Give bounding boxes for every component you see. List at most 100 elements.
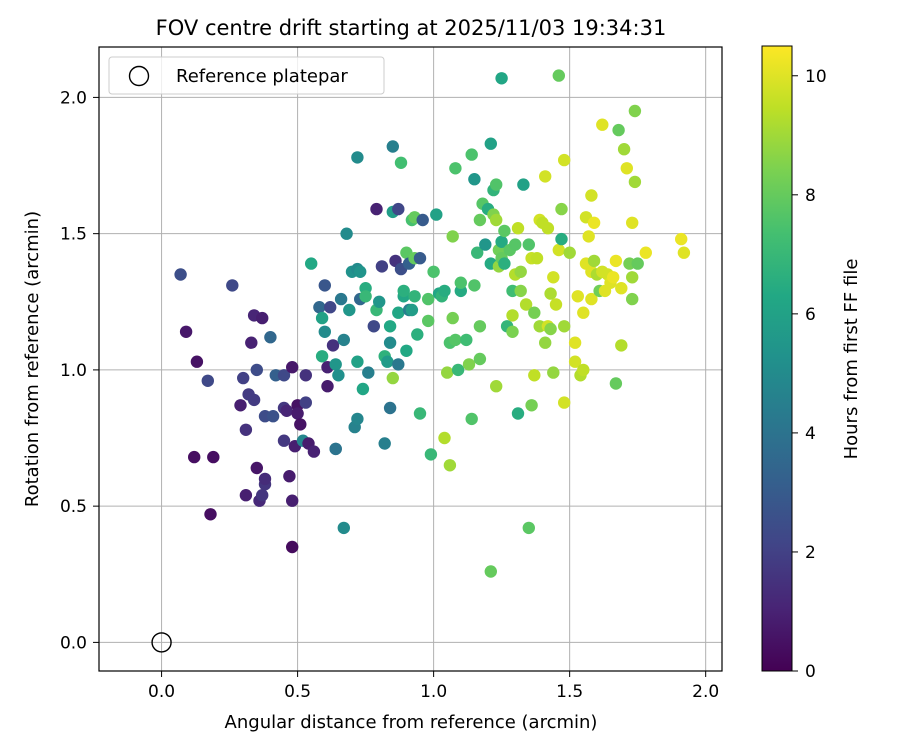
data-point [424, 448, 438, 461]
data-point [549, 298, 563, 311]
data-point [495, 235, 508, 248]
data-point [381, 355, 394, 368]
data-point [462, 358, 476, 371]
data-point [351, 151, 364, 164]
data-point [587, 216, 601, 229]
data-point [449, 162, 462, 175]
data-point [329, 358, 342, 371]
data-point [441, 366, 454, 379]
data-point [473, 352, 487, 366]
data-point [617, 143, 631, 156]
data-point [266, 410, 280, 423]
data-point [247, 393, 261, 407]
data-point [609, 377, 623, 390]
data-point [552, 69, 565, 82]
data-point [351, 412, 364, 426]
data-point [201, 374, 214, 387]
data-point [571, 290, 584, 303]
data-point [454, 276, 467, 289]
data-point [207, 450, 220, 464]
data-point [587, 254, 601, 268]
data-point [511, 407, 525, 420]
data-point [383, 336, 397, 349]
data-point [509, 238, 522, 251]
data-point [392, 202, 405, 216]
data-point [528, 306, 541, 319]
data-point [283, 470, 296, 483]
data-point [484, 137, 497, 150]
data-point [321, 380, 334, 393]
data-point [628, 104, 642, 118]
data-point [324, 301, 337, 314]
data-point [337, 521, 350, 535]
data-point [256, 489, 269, 502]
data-point [299, 396, 312, 409]
data-point [585, 189, 598, 202]
data-point [226, 279, 239, 292]
x-tick-label: 1.5 [556, 682, 583, 702]
data-point [506, 309, 519, 322]
y-tick-label: 0.0 [60, 633, 87, 653]
data-point [465, 148, 478, 161]
data-point [383, 401, 397, 415]
data-points [174, 69, 691, 578]
data-point [471, 246, 484, 259]
data-point [547, 271, 560, 284]
data-point [451, 363, 465, 377]
data-point [318, 279, 331, 292]
data-point [294, 418, 307, 431]
plot-frame [98, 46, 723, 672]
data-point [397, 284, 410, 298]
data-point [628, 175, 642, 189]
data-point [612, 123, 625, 137]
legend-label: Reference platepar [176, 66, 348, 87]
data-point [626, 271, 639, 284]
data-point [468, 279, 481, 292]
y-tick-label: 2.0 [60, 88, 87, 108]
data-point [555, 202, 568, 216]
data-point [375, 260, 389, 273]
data-point [443, 459, 457, 472]
data-point [383, 320, 397, 333]
data-point [539, 336, 552, 349]
data-point [386, 371, 399, 385]
data-point [596, 118, 609, 131]
data-point [677, 246, 691, 259]
data-point [541, 222, 555, 235]
data-point [286, 494, 299, 507]
data-point [585, 292, 598, 306]
y-axis-label: Rotation from reference (arcmin) [22, 211, 43, 507]
data-point [517, 178, 530, 191]
data-point [305, 257, 318, 270]
data-point [511, 222, 525, 235]
data-point [582, 230, 595, 243]
data-point [563, 246, 576, 259]
data-point [204, 508, 217, 521]
data-point [446, 230, 459, 243]
data-point [286, 361, 299, 374]
data-point [337, 333, 350, 347]
data-point [250, 461, 263, 475]
colorbar-tick-label: 8 [805, 186, 816, 206]
data-point [473, 320, 487, 333]
data-point [188, 450, 201, 464]
data-point [394, 156, 408, 169]
data-point [498, 257, 511, 270]
y-axis: 0.0 0.5 1.0 1.5 2.0 [60, 88, 99, 653]
data-point [468, 173, 481, 186]
data-point [465, 412, 478, 426]
data-point [607, 271, 620, 284]
data-point [400, 344, 413, 357]
data-point [615, 339, 628, 352]
data-point [250, 363, 263, 377]
data-point [373, 295, 386, 308]
data-point [411, 328, 424, 341]
data-point [307, 445, 321, 458]
data-point [392, 306, 405, 319]
data-point [190, 355, 204, 368]
data-point [438, 284, 451, 298]
reference-marker-group [151, 632, 172, 653]
data-point [378, 437, 391, 450]
y-tick-label: 1.0 [60, 361, 87, 381]
